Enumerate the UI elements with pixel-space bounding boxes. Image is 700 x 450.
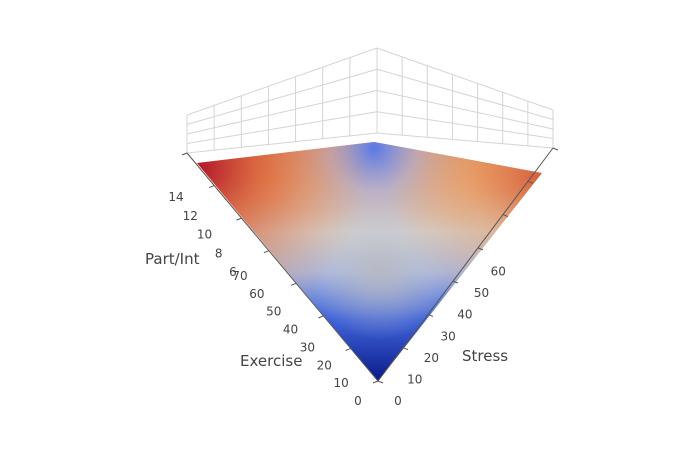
grid-line (376, 111, 554, 139)
grid-line (376, 132, 554, 149)
back-grid (186, 47, 554, 154)
stress-axis-line (377, 147, 554, 382)
y-axis-title: Stress (462, 347, 508, 365)
stress-tick-mark (552, 147, 559, 151)
surface-shading (197, 142, 542, 381)
exercise-tick-mark (345, 347, 351, 351)
stress-tick-mark (477, 247, 484, 251)
exercise-tick-mark (372, 380, 379, 384)
surface[interactable] (197, 142, 542, 381)
part-int-tick-label: 6 (229, 265, 237, 279)
exercise-tick-label: 10 (334, 376, 349, 390)
exercise-tick-label: 20 (317, 358, 332, 372)
exercise-tick-mark (236, 217, 242, 221)
grid-line (186, 132, 378, 154)
stress-tick-label: 50 (474, 286, 489, 300)
exercise-tick-label: 70 (232, 269, 247, 283)
exercise-tick-label: 0 (354, 394, 362, 408)
part-int-tick-label: 10 (197, 228, 212, 242)
part-int-tick-label: 14 (168, 190, 183, 204)
grid-line (186, 47, 378, 116)
stress-tick-label: 0 (394, 394, 402, 408)
grid-line (186, 90, 378, 135)
exercise-tick-label: 60 (249, 287, 264, 301)
exercise-tick-label: 40 (283, 323, 298, 337)
part-int-tick-label: 8 (215, 246, 223, 260)
grid-line (186, 68, 378, 125)
x-axis-title: Exercise (240, 352, 302, 370)
stress-tick-mark (527, 180, 534, 184)
stress-tick-mark (377, 380, 384, 384)
stress-tick-label: 10 (407, 372, 422, 386)
stress-tick-mark (452, 280, 459, 284)
exercise-tick-label: 50 (266, 305, 281, 319)
stress-tick-label: 60 (491, 265, 506, 279)
axis-edges (181, 147, 559, 384)
stress-tick-mark (427, 313, 434, 317)
exercise-tick-mark (181, 152, 188, 156)
exercise-tick-mark (209, 185, 215, 189)
exercise-axis-line (186, 152, 379, 382)
grid-line (376, 47, 554, 111)
exercise-tick-mark (318, 315, 324, 319)
exercise-tick-mark (290, 282, 297, 286)
exercise-tick-label: 30 (300, 340, 315, 354)
grid-line (376, 90, 554, 130)
part-int-tick-label: 12 (183, 209, 198, 223)
grid-line (376, 68, 554, 120)
stress-tick-label: 20 (424, 351, 439, 365)
stress-tick-mark (402, 347, 409, 351)
stress-tick-mark (502, 214, 509, 218)
exercise-tick-mark (263, 250, 270, 254)
z-axis-title: Part/Int (145, 250, 200, 268)
stress-tick-label: 30 (441, 329, 456, 343)
grid-line (186, 111, 378, 144)
stress-tick-label: 40 (457, 308, 472, 322)
